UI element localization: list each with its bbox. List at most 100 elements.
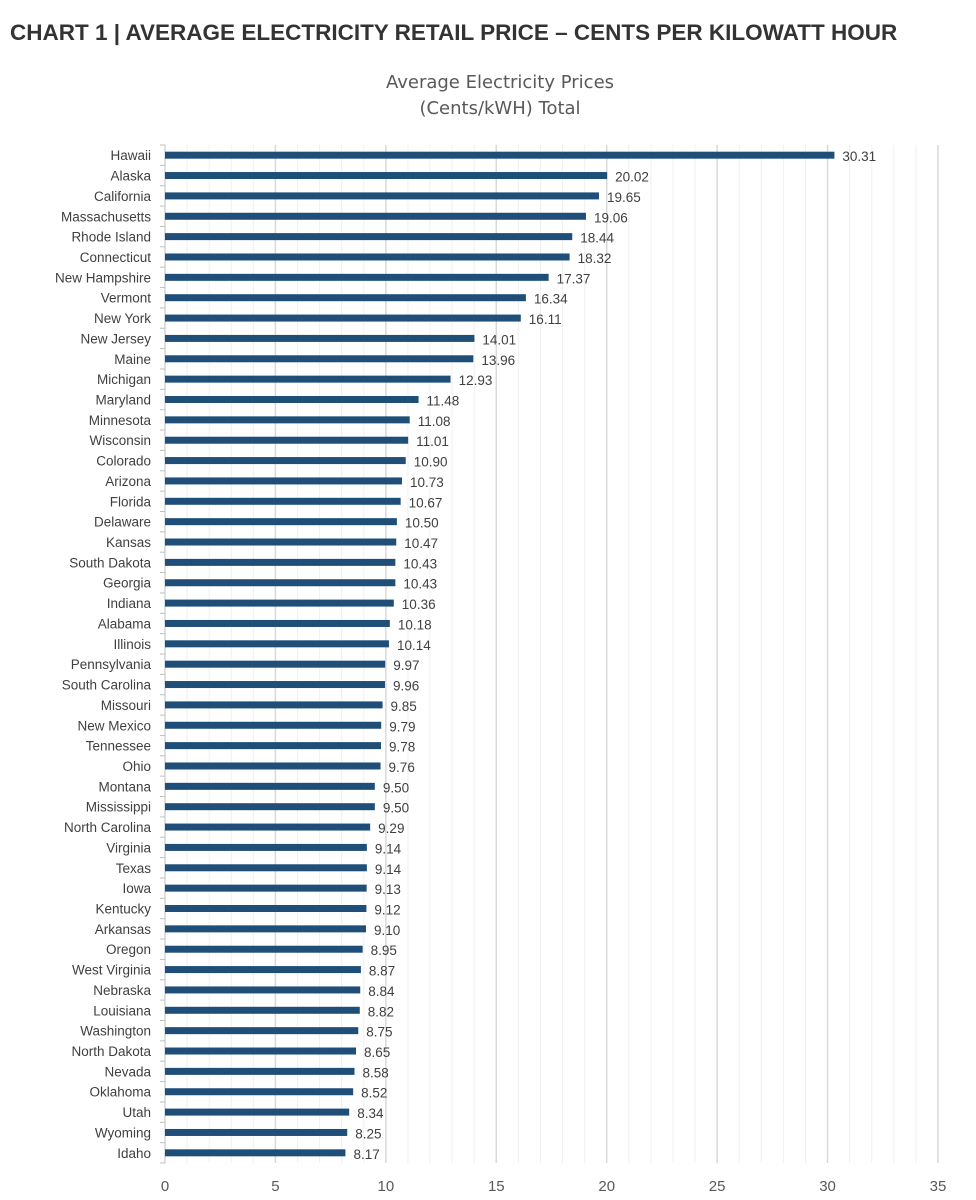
- category-label: New York: [94, 311, 151, 326]
- bar: [165, 1006, 360, 1014]
- data-label: 10.47: [404, 536, 438, 551]
- data-label: 8.82: [368, 1004, 394, 1019]
- data-label: 9.76: [389, 760, 415, 775]
- bar: [165, 151, 835, 159]
- bar: [165, 681, 385, 689]
- category-label: Minnesota: [89, 413, 152, 428]
- category-label: Rhode Island: [71, 230, 151, 245]
- bar: [165, 599, 394, 607]
- category-label: Utah: [122, 1105, 151, 1120]
- bar: [165, 945, 363, 953]
- category-label: West Virginia: [72, 963, 152, 978]
- bar: [165, 518, 397, 526]
- data-label: 8.25: [355, 1126, 381, 1141]
- category-label: Wisconsin: [89, 433, 151, 448]
- bar: [165, 477, 402, 485]
- bar: [165, 701, 383, 709]
- data-label: 10.50: [405, 516, 439, 531]
- category-label: Michigan: [97, 372, 151, 387]
- x-tick-label: 35: [930, 1178, 947, 1195]
- data-label: 9.50: [383, 780, 409, 795]
- data-label: 18.32: [578, 251, 612, 266]
- category-label: Washington: [80, 1024, 151, 1039]
- category-label: Idaho: [117, 1146, 151, 1161]
- category-label: Arizona: [105, 474, 151, 489]
- category-label: South Carolina: [62, 678, 152, 693]
- category-label: North Dakota: [71, 1044, 151, 1059]
- bar: [165, 436, 409, 444]
- data-label: 8.75: [366, 1025, 392, 1040]
- category-label: New Hampshire: [55, 270, 151, 285]
- data-label: 9.85: [391, 699, 417, 714]
- data-label: 9.12: [374, 903, 400, 918]
- data-label: 17.37: [557, 271, 591, 286]
- data-label: 9.50: [383, 801, 409, 816]
- bar: [165, 986, 361, 994]
- category-label: Vermont: [101, 291, 152, 306]
- bar: [165, 721, 382, 729]
- bar: [165, 925, 366, 933]
- x-tick-label: 20: [598, 1178, 615, 1195]
- x-tick-label: 15: [488, 1178, 505, 1195]
- x-tick-label: 10: [378, 1178, 395, 1195]
- category-label: Arkansas: [95, 922, 152, 937]
- bar: [165, 192, 599, 200]
- data-label: 11.48: [427, 394, 460, 409]
- bar: [165, 233, 573, 241]
- bar: [165, 253, 570, 261]
- data-label: 8.95: [371, 943, 397, 958]
- data-label: 12.93: [459, 373, 493, 388]
- category-label: Tennessee: [86, 739, 151, 754]
- category-label: Nebraska: [93, 983, 151, 998]
- category-label: Colorado: [96, 454, 151, 469]
- bar: [165, 864, 367, 872]
- x-tick-label: 0: [161, 1178, 169, 1195]
- category-label: Georgia: [103, 576, 152, 591]
- category-label: Indiana: [107, 596, 152, 611]
- category-label: Wyoming: [95, 1125, 151, 1140]
- data-label: 18.44: [580, 231, 614, 246]
- data-label: 9.10: [374, 923, 400, 938]
- bar: [165, 558, 396, 566]
- data-label: 30.31: [842, 149, 876, 164]
- bar: [165, 1108, 350, 1116]
- data-label: 8.87: [369, 964, 395, 979]
- bar: [165, 1149, 346, 1157]
- data-label: 8.84: [368, 984, 395, 999]
- x-tick-label: 25: [709, 1178, 726, 1195]
- data-label: 19.06: [594, 210, 628, 225]
- bar: [165, 843, 367, 851]
- category-label: Illinois: [113, 637, 151, 652]
- bar: [165, 375, 451, 383]
- data-label: 9.79: [389, 719, 415, 734]
- data-label: 8.52: [361, 1086, 387, 1101]
- category-label: Delaware: [94, 515, 151, 530]
- data-label: 8.65: [364, 1045, 390, 1060]
- data-label: 13.96: [481, 353, 515, 368]
- bar: [165, 212, 586, 220]
- bar: [165, 1128, 348, 1136]
- data-label: 11.08: [418, 414, 451, 429]
- category-label: Texas: [116, 861, 152, 876]
- bar: [165, 742, 381, 750]
- bar: [165, 273, 549, 281]
- bar: [165, 640, 389, 648]
- category-label: South Dakota: [69, 555, 151, 570]
- data-label: 8.17: [353, 1147, 379, 1162]
- bar: [165, 579, 396, 587]
- data-label: 10.43: [403, 577, 437, 592]
- bar: [165, 1027, 359, 1035]
- data-label: 8.34: [357, 1106, 384, 1121]
- data-label: 8.58: [362, 1065, 388, 1080]
- category-label: Kansas: [106, 535, 151, 550]
- data-label: 9.29: [378, 821, 404, 836]
- bar: [165, 660, 386, 668]
- bar: [165, 1067, 355, 1075]
- bar: [165, 762, 381, 770]
- bar: [165, 823, 371, 831]
- category-label: New Jersey: [80, 331, 151, 346]
- category-label: Hawaii: [110, 148, 151, 163]
- data-label: 9.14: [375, 862, 402, 877]
- category-label: Oregon: [106, 942, 151, 957]
